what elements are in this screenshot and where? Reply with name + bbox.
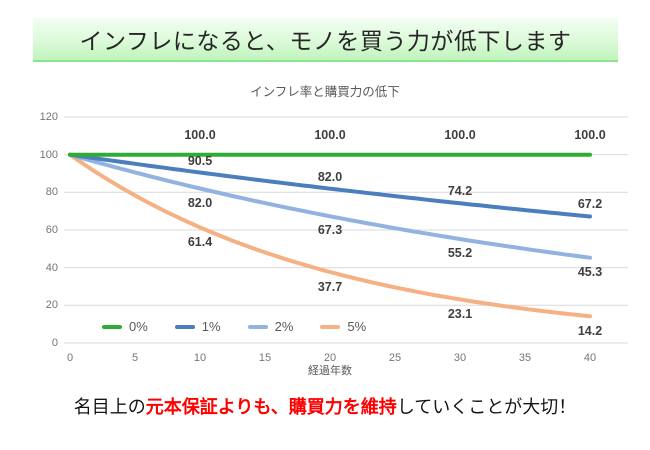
x-tick-label: 5 xyxy=(131,352,139,364)
data-label-2%-y30: 55.2 xyxy=(447,246,473,261)
x-tick-label: 20 xyxy=(323,352,337,364)
data-label-1%-y40: 67.2 xyxy=(577,197,603,212)
x-tick-label: 40 xyxy=(583,352,597,364)
data-label-2%-y40: 45.3 xyxy=(577,264,603,279)
banner-title: インフレになると、モノを買う力が低下します xyxy=(79,28,572,54)
data-label-1%-y30: 74.2 xyxy=(447,184,473,199)
legend-item-5%: 5% xyxy=(320,319,366,334)
y-tick-label: 120 xyxy=(39,111,58,123)
x-tick-label: 25 xyxy=(388,352,402,364)
footer-suffix: していくことが大切！ xyxy=(396,397,577,417)
series-line-2% xyxy=(68,152,592,260)
legend-label: 2% xyxy=(274,319,294,334)
y-tick-label: 80 xyxy=(45,186,58,199)
x-axis-title: 経過年数 xyxy=(308,365,352,377)
series-line-5% xyxy=(68,152,592,319)
legend-label: 0% xyxy=(129,319,148,334)
x-tick-label: 10 xyxy=(193,352,207,364)
data-label-5%-y30: 23.1 xyxy=(447,307,473,322)
data-label-0%-y30: 100.0 xyxy=(444,127,476,142)
x-tick-label: 30 xyxy=(453,352,467,364)
legend-label: 1% xyxy=(201,319,221,334)
data-label-1%-y10: 90.5 xyxy=(187,153,213,168)
footer-message: 名目上の元本保証よりも、購買力を維持していくことが大切！ xyxy=(0,393,650,419)
data-label-0%-y10: 100.0 xyxy=(184,127,216,142)
data-label-5%-y10: 61.4 xyxy=(187,235,213,250)
footer-prefix: 名目上の xyxy=(73,397,146,417)
y-tick-label: 40 xyxy=(45,261,58,274)
data-label-0%-y40: 100.0 xyxy=(574,127,606,142)
header-banner: インフレになると、モノを買う力が低下します xyxy=(33,18,618,62)
legend-swatch-icon xyxy=(174,324,195,329)
x-tick-label: 35 xyxy=(518,352,532,364)
data-label-5%-y40: 14.2 xyxy=(577,324,603,339)
footer-highlight: 元本保証よりも、購買力を維持 xyxy=(145,397,397,417)
legend-item-0%: 0% xyxy=(102,319,148,334)
legend-item-2%: 2% xyxy=(247,319,294,334)
chart-legend: 0% 1% 2% 5% xyxy=(102,319,366,334)
series-line-1% xyxy=(68,152,592,219)
y-tick-label: 60 xyxy=(45,224,58,236)
chart-title: インフレ率と購買力の低下 xyxy=(250,85,400,99)
x-tick-label: 15 xyxy=(258,352,272,364)
legend-swatch-icon xyxy=(320,324,341,329)
data-label-1%-y20: 82.0 xyxy=(317,169,343,184)
legend-item-1%: 1% xyxy=(174,319,221,334)
y-tick-label: 0 xyxy=(51,337,58,349)
data-label-2%-y10: 82.0 xyxy=(187,195,213,210)
legend-swatch-icon xyxy=(247,324,268,329)
y-tick-label: 20 xyxy=(45,299,58,312)
y-tick-label: 100 xyxy=(39,148,58,161)
data-label-5%-y20: 37.7 xyxy=(317,279,343,294)
legend-label: 5% xyxy=(347,319,367,334)
legend-swatch-icon xyxy=(102,324,122,329)
data-label-0%-y20: 100.0 xyxy=(314,127,346,142)
data-label-2%-y20: 67.3 xyxy=(317,223,343,238)
x-tick-label: 0 xyxy=(66,352,74,364)
